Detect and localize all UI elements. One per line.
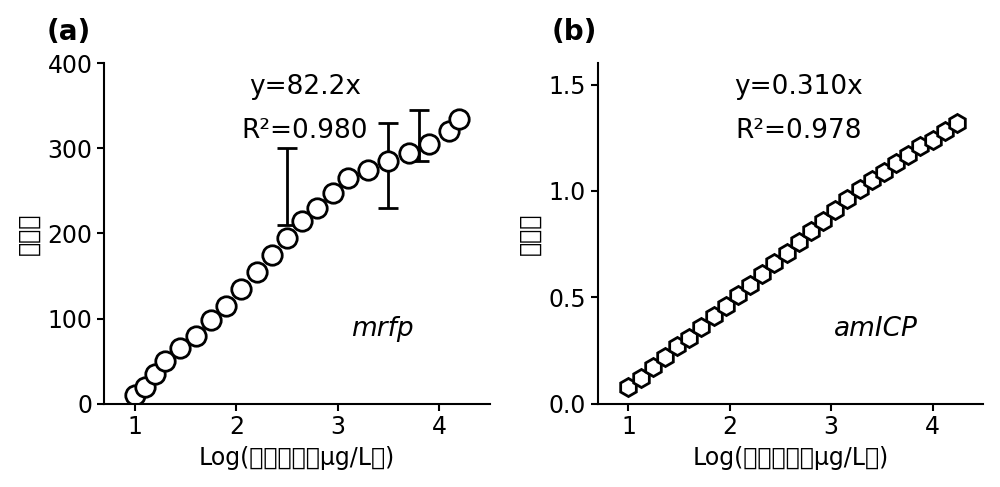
Y-axis label: 荧光値: 荧光値 (17, 212, 41, 255)
Text: (a): (a) (47, 19, 91, 46)
Y-axis label: 吸光度: 吸光度 (518, 212, 542, 255)
Text: R²=0.980: R²=0.980 (242, 118, 368, 144)
Text: y=0.310x: y=0.310x (734, 74, 863, 100)
X-axis label: Log(对硒基酚（μg/L）): Log(对硒基酚（μg/L）) (199, 446, 395, 470)
Text: amICP: amICP (833, 316, 917, 342)
Text: y=82.2x: y=82.2x (249, 74, 361, 100)
Text: R²=0.978: R²=0.978 (735, 118, 862, 144)
X-axis label: Log(对硒基酚（μg/L）): Log(对硒基酚（μg/L）) (693, 446, 889, 470)
Text: (b): (b) (552, 19, 597, 46)
Text: mrfp: mrfp (351, 316, 413, 342)
